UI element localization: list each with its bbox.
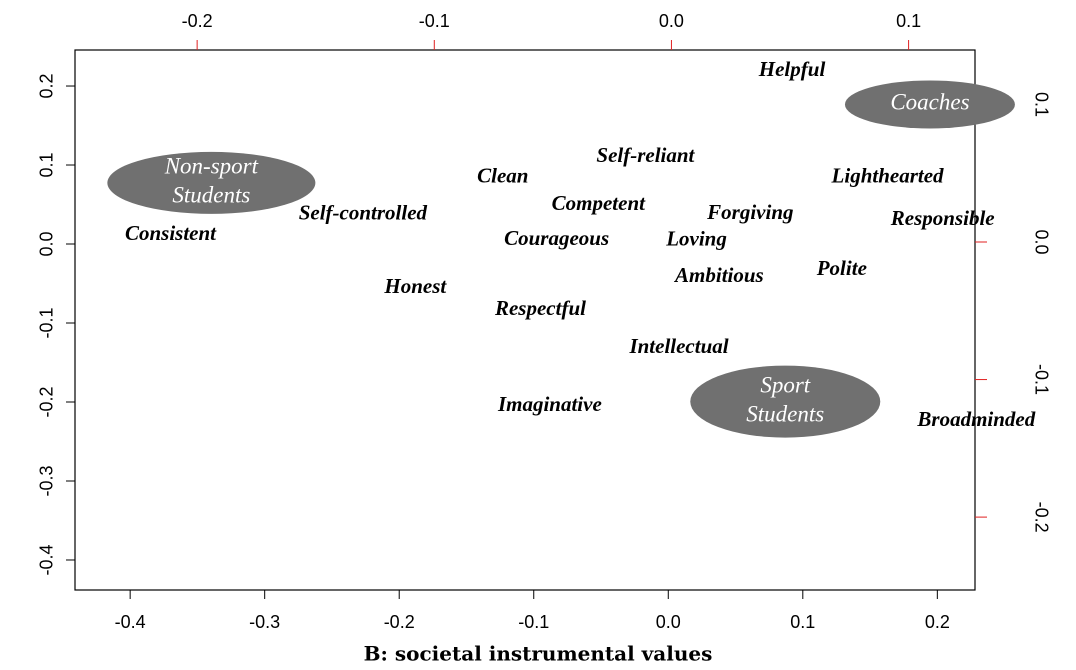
group-ellipse xyxy=(690,365,881,438)
point-label: Self-controlled xyxy=(299,201,428,225)
point-label: Polite xyxy=(816,256,867,280)
point-label: Lighthearted xyxy=(831,163,945,187)
y-tick-label: -0.4 xyxy=(37,544,57,575)
y2-tick-label: -0.2 xyxy=(1031,502,1051,533)
group-label: Students xyxy=(172,183,250,208)
x2-tick-label: -0.2 xyxy=(182,11,213,31)
point-label: Competent xyxy=(552,191,646,215)
y-tick-label: 0.0 xyxy=(37,231,57,256)
point-label: Courageous xyxy=(504,226,609,250)
y2-tick-label: 0.0 xyxy=(1031,229,1051,254)
y-tick-label: -0.3 xyxy=(37,465,57,496)
x-tick-label: 0.2 xyxy=(925,612,950,632)
point-label: Self-reliant xyxy=(596,143,695,167)
caption: B: societal instrumental values xyxy=(364,642,713,666)
x-tick-label: -0.4 xyxy=(115,612,146,632)
y-tick-label: -0.2 xyxy=(37,386,57,417)
point-label: Clean xyxy=(477,163,528,187)
point-label: Consistent xyxy=(125,221,217,245)
point-label: Loving xyxy=(665,227,727,251)
group-ellipse xyxy=(844,80,1015,129)
point-label: Responsible xyxy=(890,206,995,230)
x-tick-label: -0.3 xyxy=(249,612,280,632)
y-tick-label: 0.1 xyxy=(37,152,57,177)
x-tick-label: 0.0 xyxy=(656,612,681,632)
y2-tick-label: -0.1 xyxy=(1031,364,1051,395)
x2-tick-label: 0.1 xyxy=(896,11,921,31)
point-label: Respectful xyxy=(494,296,586,320)
point-label: Ambitious xyxy=(673,263,764,287)
plot-frame xyxy=(74,49,976,591)
x2-tick-label: -0.1 xyxy=(419,11,450,31)
y2-tick-label: 0.1 xyxy=(1031,92,1051,117)
x-tick-label: -0.2 xyxy=(384,612,415,632)
point-label: Helpful xyxy=(758,57,826,81)
y-tick-label: 0.2 xyxy=(37,74,57,99)
x2-tick-label: 0.0 xyxy=(659,11,684,31)
group-label: Sport xyxy=(760,372,810,397)
group-label: Students xyxy=(746,401,824,426)
group-ellipse xyxy=(107,151,316,214)
point-label: Forgiving xyxy=(706,200,793,224)
group-label: Coaches xyxy=(890,90,969,115)
point-label: Intellectual xyxy=(628,334,728,358)
point-label: Imaginative xyxy=(497,392,602,416)
group-label: Non-sport xyxy=(164,154,259,179)
point-label: Honest xyxy=(383,274,447,298)
x-tick-label: -0.1 xyxy=(518,612,549,632)
x-tick-label: 0.1 xyxy=(790,612,815,632)
point-label: Broadminded xyxy=(916,407,1035,431)
y-tick-label: -0.1 xyxy=(37,307,57,338)
